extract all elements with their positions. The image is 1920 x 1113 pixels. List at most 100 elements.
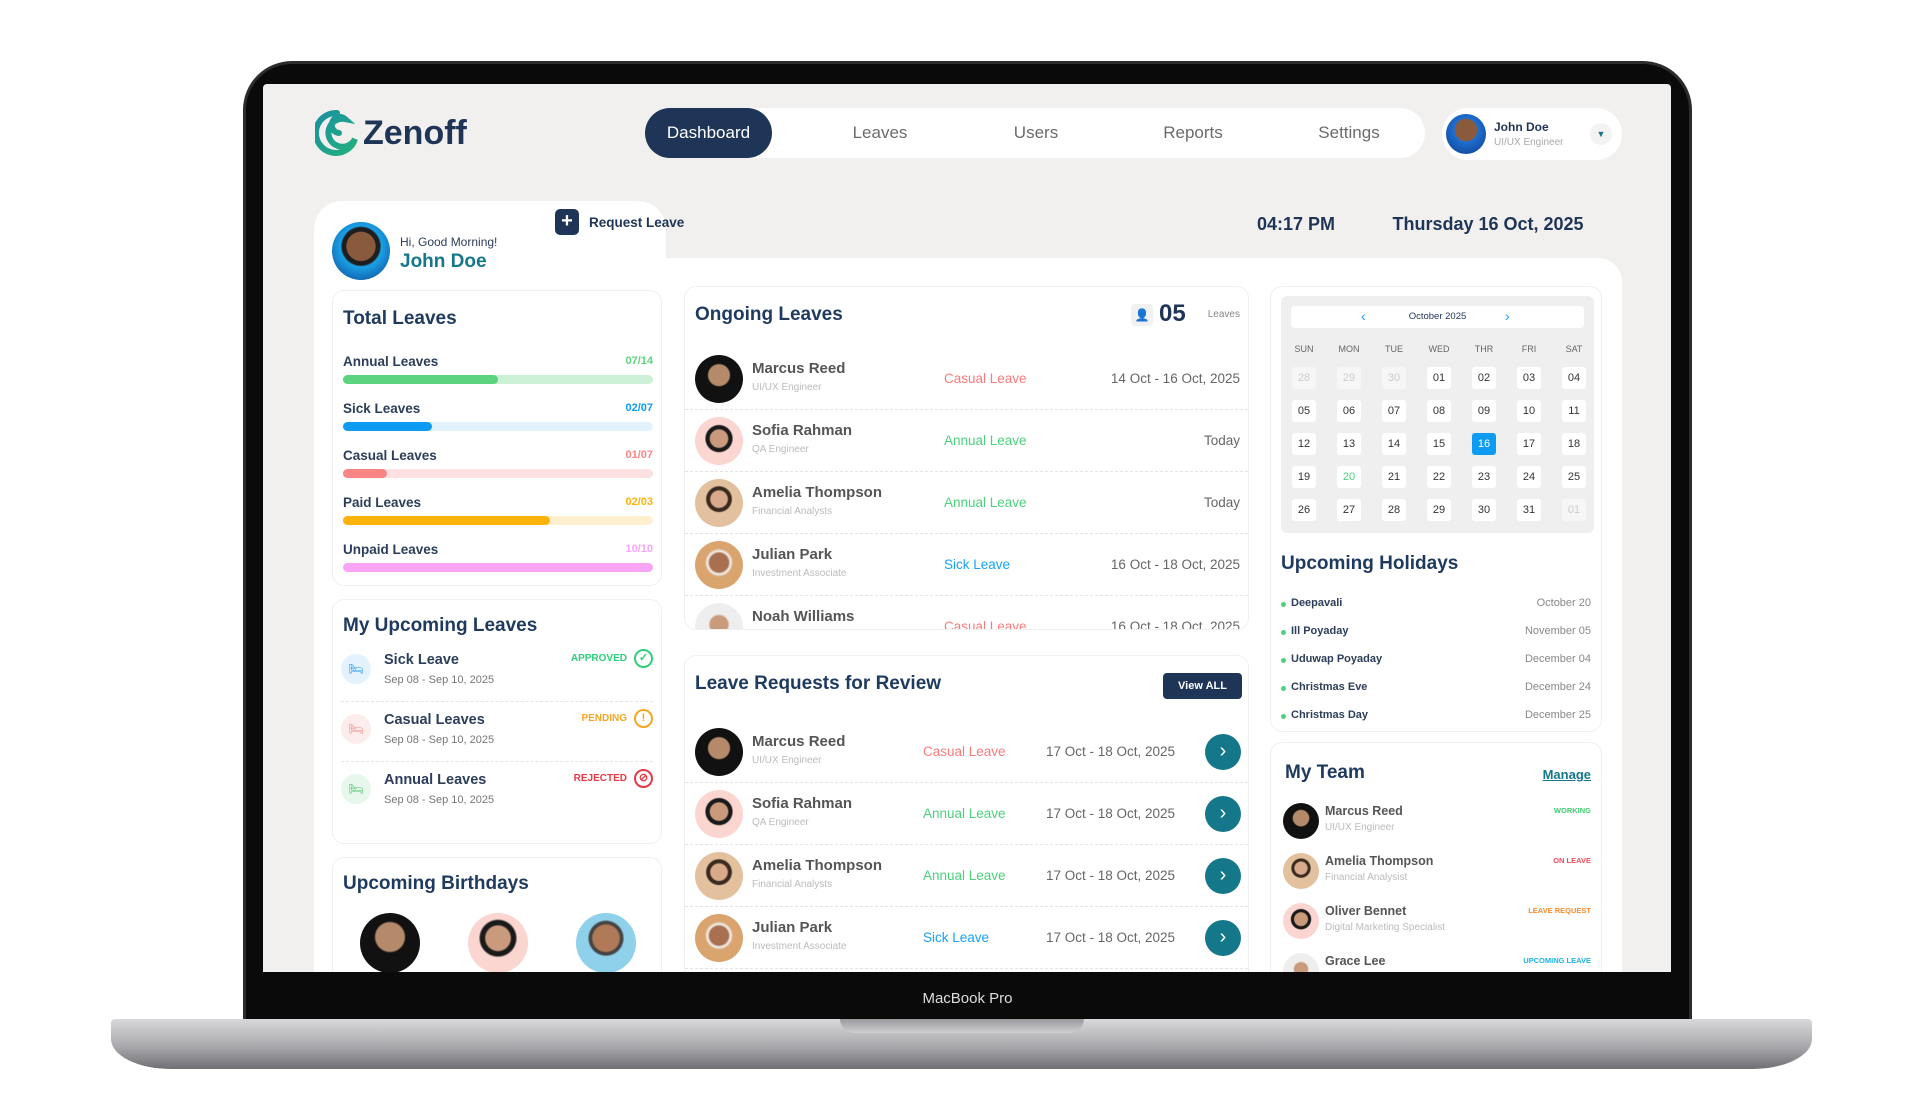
calendar-day[interactable]: 06 (1337, 400, 1361, 422)
table-row[interactable]: Noah Williams Casual Leave 16 Oct - 18 Oct… (685, 596, 1248, 630)
calendar-day[interactable]: 23 (1472, 466, 1496, 488)
calendar-day[interactable]: 02 (1472, 367, 1496, 389)
team-member[interactable]: Marcus Reed UI/UX Engineer WORKING (1271, 799, 1601, 847)
calendar-day[interactable]: 15 (1427, 433, 1451, 455)
manage-link[interactable]: Manage (1542, 767, 1591, 782)
tab-dashboard[interactable]: Dashboard (645, 108, 772, 158)
weekday-label: MON (1338, 344, 1360, 354)
calendar-day[interactable]: 13 (1337, 433, 1361, 455)
avatar (695, 914, 743, 962)
tab-reports[interactable]: Reports (1163, 123, 1223, 142)
leave-count: 07/14 (625, 355, 653, 367)
calendar: ‹ October 2025 › SUN MON TUE WED THR FRI SAT 28… (1281, 296, 1594, 533)
leave-dates: Sep 08 - Sep 10, 2025 (384, 734, 495, 746)
calendar-day[interactable]: 07 (1382, 400, 1406, 422)
chevron-left-icon[interactable]: ‹ (1361, 308, 1366, 324)
member-role: Digital Marketing Specialist (1325, 922, 1446, 933)
table-row[interactable]: Marcus Reed UI/UX Engineer Casual Leave 14 … (685, 348, 1248, 410)
weekday-label: THR (1474, 344, 1494, 354)
request-leave-button[interactable]: + Request Leave (555, 209, 684, 235)
team-member[interactable]: Grace Lee UPCOMING LEAVE (1271, 949, 1601, 972)
birthday-avatar[interactable] (576, 913, 636, 972)
member-name: Amelia Thompson (1325, 854, 1434, 868)
leave-type: Sick Leave (923, 930, 990, 945)
list-item[interactable]: 🛏 Casual Leaves Sep 08 - Sep 10, 2025 PENDI… (341, 704, 653, 762)
calendar-day[interactable]: 17 (1517, 433, 1541, 455)
chevron-right-icon[interactable]: › (1205, 734, 1241, 770)
progress-bar (343, 375, 653, 384)
calendar-day[interactable]: 28 (1382, 499, 1406, 521)
calendar-day[interactable]: 03 (1517, 367, 1541, 389)
birthday-avatar[interactable] (360, 913, 420, 972)
calendar-day[interactable]: 19 (1292, 466, 1316, 488)
table-row[interactable]: Marcus Reed UI/UX Engineer Casual Leave 17 … (685, 721, 1248, 783)
employee-name: Sofia Rahman (752, 422, 853, 439)
calendar-day[interactable]: 11 (1562, 400, 1586, 422)
team-member[interactable]: Amelia Thompson Financial Analysist ON LEA… (1271, 849, 1601, 897)
user-group-icon: 👤 (1131, 304, 1153, 326)
leave-type: Sick Leave (944, 557, 1011, 572)
calendar-day[interactable]: 24 (1517, 466, 1541, 488)
table-row[interactable]: Sofia Rahman QA Engineer Annual Leave Today (685, 410, 1248, 472)
calendar-day[interactable]: 04 (1562, 367, 1586, 389)
logo[interactable]: Zenoff (315, 108, 467, 158)
calendar-day[interactable]: 22 (1427, 466, 1451, 488)
view-all-button[interactable]: View ALL (1163, 673, 1242, 699)
employee-role: Investment Associate (752, 941, 847, 952)
calendar-day[interactable]: 31 (1517, 499, 1541, 521)
chevron-down-icon[interactable]: ▼ (1590, 123, 1612, 145)
list-item[interactable]: 🛏 Annual Leaves Sep 08 - Sep 10, 2025 REJEC… (341, 764, 653, 822)
my-team-card: My Team Manage Marcus Reed UI/UX Engineer… (1270, 742, 1602, 972)
tab-settings[interactable]: Settings (1318, 123, 1380, 142)
calendar-day[interactable]: 05 (1292, 400, 1316, 422)
calendar-day[interactable]: 12 (1292, 433, 1316, 455)
table-row[interactable]: Julian Park Investment Associate Sick Leav… (685, 534, 1248, 596)
leave-name: Annual Leaves (384, 772, 487, 788)
calendar-day[interactable]: 26 (1292, 499, 1316, 521)
calendar-day[interactable]: 18 (1562, 433, 1586, 455)
plus-icon: + (555, 209, 579, 235)
leave-type: Casual Leave (944, 619, 1027, 630)
request-leave-label: Request Leave (589, 214, 685, 230)
calendar-day[interactable]: 30 (1472, 499, 1496, 521)
calendar-day[interactable]: 10 (1517, 400, 1541, 422)
employee-role: Financial Analysts (752, 879, 833, 890)
birthday-avatar[interactable] (468, 913, 528, 972)
table-row[interactable]: Sofia Rahman QA Engineer Annual Leave 17 Oc… (685, 783, 1248, 845)
table-row[interactable]: Amelia Thompson Financial Analysts Annual … (685, 845, 1248, 907)
employee-role: UI/UX Engineer (752, 382, 822, 393)
table-row[interactable]: Julian Park Investment Associate Sick Leav… (685, 907, 1248, 969)
chevron-right-icon[interactable]: › (1505, 308, 1510, 324)
chevron-right-icon[interactable]: › (1205, 920, 1241, 956)
progress-fill (343, 563, 653, 572)
avatar (695, 479, 743, 527)
employee-role: QA Engineer (752, 444, 809, 455)
team-member[interactable]: Oliver Bennet Digital Marketing Specialis… (1271, 899, 1601, 947)
calendar-day[interactable]: 16 (1472, 433, 1496, 455)
table-row[interactable]: Amelia Thompson Financial Analysts Annual … (685, 472, 1248, 534)
calendar-day[interactable]: 01 (1427, 367, 1451, 389)
approved-check-icon: ✓ (634, 649, 653, 668)
calendar-day[interactable]: 21 (1382, 466, 1406, 488)
leave-count: 01/07 (625, 449, 653, 461)
main-nav: Dashboard Leaves Users Reports Settings (645, 108, 1425, 158)
employee-role: Financial Analysts (752, 506, 833, 517)
employee-name: Marcus Reed (752, 733, 846, 750)
calendar-day[interactable]: 09 (1472, 400, 1496, 422)
chevron-right-icon[interactable]: › (1205, 796, 1241, 832)
bullet-dot-icon (1281, 658, 1286, 663)
ongoing-leaves-card: Ongoing Leaves 👤 05 Leaves Marcus Reed UI… (684, 286, 1249, 630)
calendar-day[interactable]: 08 (1427, 400, 1451, 422)
profile-menu[interactable]: John Doe UI/UX Engineer ▼ (1442, 108, 1622, 160)
calendar-day[interactable]: 20 (1337, 466, 1361, 488)
list-item[interactable]: 🛏 Sick Leave Sep 08 - Sep 10, 2025 APPROVED… (341, 644, 653, 702)
tab-users[interactable]: Users (1013, 123, 1059, 142)
leave-dates: Sep 08 - Sep 10, 2025 (384, 674, 495, 686)
calendar-day[interactable]: 14 (1382, 433, 1406, 455)
chevron-right-icon[interactable]: › (1205, 858, 1241, 894)
card-title: Leave Requests for Review (695, 673, 942, 694)
calendar-day[interactable]: 25 (1562, 466, 1586, 488)
tab-leaves[interactable]: Leaves (852, 123, 908, 142)
calendar-day[interactable]: 27 (1337, 499, 1361, 521)
calendar-day[interactable]: 29 (1427, 499, 1451, 521)
